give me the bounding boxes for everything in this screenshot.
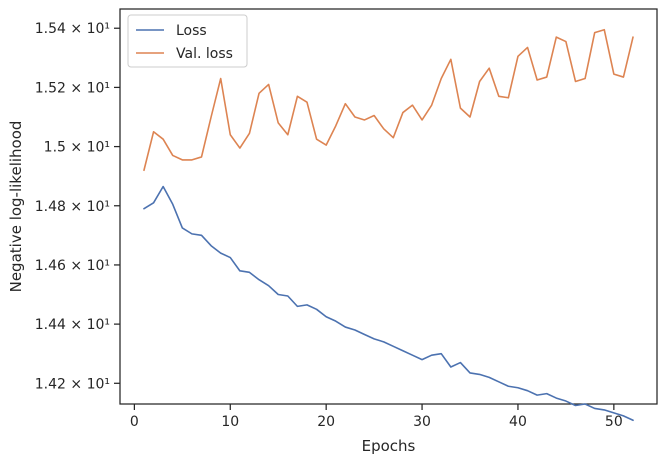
x-tick-label: 20 [317, 414, 335, 430]
x-tick-label: 0 [130, 414, 139, 430]
y-tick-label: 1.52 × 10¹ [35, 80, 110, 96]
legend-box [127, 14, 248, 68]
y-tick-label: 1.42 × 10¹ [35, 376, 110, 392]
legend-label-val-loss: Val. loss [176, 46, 233, 62]
x-tick-label: 10 [221, 414, 239, 430]
y-axis-label: Negative log-likelihood [7, 121, 25, 293]
y-tick-label: 1.48 × 10¹ [35, 199, 110, 215]
y-tick-label: 1.46 × 10¹ [35, 258, 110, 274]
y-tick-label: 1.54 × 10¹ [35, 21, 110, 37]
series-lines [143, 28, 634, 422]
y-tick-label: 1.5 × 10¹ [44, 140, 110, 156]
y-axis-ticks: 1.42 × 10¹ 1.44 × 10¹ 1.46 × 10¹ 1.48 × 10¹… [35, 21, 120, 392]
plot-area [119, 8, 658, 405]
x-tick-label: 30 [413, 414, 431, 430]
series-line-loss [143, 185, 634, 422]
legend-label-loss: Loss [176, 23, 207, 39]
x-tick-label: 50 [605, 414, 623, 430]
x-axis-label: Epochs [362, 437, 416, 455]
x-tick-label: 40 [509, 414, 527, 430]
y-tick-label: 1.44 × 10¹ [35, 317, 110, 333]
legend: Loss Val. loss [127, 14, 248, 68]
series-line-val-loss [143, 28, 634, 172]
x-axis-ticks: 0 10 20 30 40 50 [130, 404, 623, 430]
